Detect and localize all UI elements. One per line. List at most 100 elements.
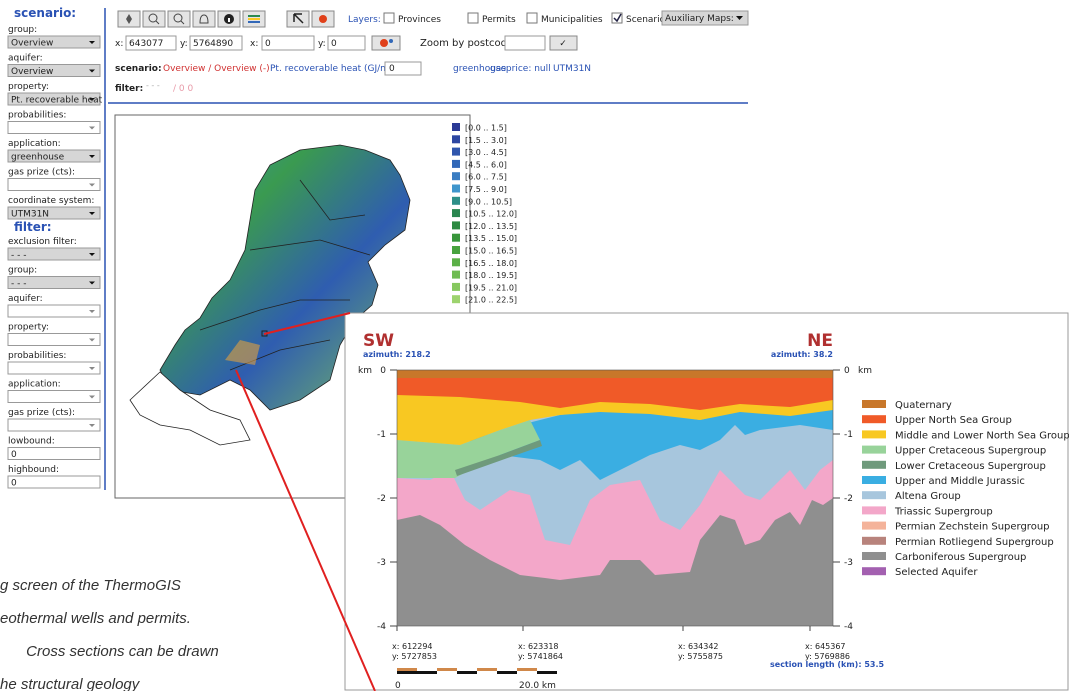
select-arrow [89, 212, 95, 215]
scale-bar-segment [497, 671, 517, 674]
select-arrow [89, 310, 95, 313]
select[interactable] [7, 178, 101, 191]
legend-label: [3.0 .. 4.5] [465, 148, 507, 157]
scenario-value-input[interactable] [384, 61, 422, 76]
tool-button[interactable] [286, 10, 310, 28]
checkbox[interactable] [467, 12, 479, 24]
checkbox[interactable] [526, 12, 538, 24]
legend-label: Lower Cretaceous Supergroup [895, 461, 1046, 472]
section-length: section length (km): 53.5 [770, 660, 884, 669]
select-value: - - - [11, 279, 26, 289]
tool-button[interactable] [167, 10, 191, 28]
legend-swatch [452, 135, 460, 144]
scenario-application: greenhouse [453, 64, 507, 74]
legend-swatch [452, 246, 460, 254]
input-value: 0 [11, 479, 17, 489]
select-arrow [89, 253, 95, 256]
depth-tick-label: -1 [844, 430, 853, 440]
legend-swatch [452, 147, 460, 156]
legend-label: [12.0 .. 13.5] [465, 222, 517, 231]
select-value: UTM31N [11, 210, 49, 220]
checkbox[interactable] [383, 12, 395, 24]
point-x: x: 623318 [518, 642, 559, 651]
legend-label: [21.0 .. 22.5] [465, 296, 517, 305]
select[interactable] [7, 64, 101, 77]
select[interactable] [7, 361, 101, 375]
layer-name: Permits [482, 15, 516, 25]
tool-button[interactable] [217, 10, 241, 28]
tool-button[interactable] [242, 10, 266, 28]
map [129, 144, 411, 446]
legend-label: Quaternary [895, 400, 952, 411]
select[interactable] [7, 206, 101, 220]
coord-input[interactable] [189, 35, 243, 51]
field-label: property: [8, 82, 49, 92]
scale-bar-segment [537, 671, 557, 674]
legend-label: [7.5 .. 9.0] [465, 185, 507, 194]
text-input[interactable] [7, 475, 101, 489]
tool-button[interactable] [192, 10, 216, 28]
select-arrow [89, 41, 95, 44]
legend-swatch [862, 400, 886, 408]
tool-button[interactable] [311, 10, 335, 28]
field-label: gas prize (cts): [8, 168, 75, 178]
check-mark [613, 13, 622, 23]
select[interactable] [7, 390, 101, 403]
coord-input[interactable] [261, 35, 315, 51]
scale-label: 0 [395, 681, 401, 691]
select[interactable] [7, 304, 101, 318]
depth-tick-label: -4 [377, 622, 386, 632]
legend-swatch [862, 521, 886, 530]
postcode-button[interactable] [549, 35, 578, 51]
legend-label: Permian Rotliegend Supergroup [895, 537, 1054, 548]
filter-value: - - - [146, 81, 160, 90]
field-label: group: [8, 266, 37, 276]
scale-bar-segment [517, 668, 537, 671]
select[interactable] [7, 418, 101, 432]
field-label: probabilities: [8, 351, 66, 361]
depth-tick-label: -4 [844, 622, 853, 632]
select[interactable] [7, 92, 101, 106]
section-left-label: SW [363, 331, 394, 351]
select[interactable] [7, 276, 101, 289]
legend-label: Upper and Middle Jurassic [895, 476, 1025, 487]
legend-label: [18.0 .. 19.5] [465, 271, 517, 280]
field-label: aquifer: [8, 54, 43, 64]
scenario-label: scenario: [115, 64, 162, 74]
layer-name: Scenario [626, 15, 666, 25]
legend-swatch [862, 491, 886, 500]
postcode-input[interactable] [504, 35, 546, 51]
coord-label: x: [250, 39, 258, 49]
legend-label: [19.5 .. 21.0] [465, 283, 517, 292]
caption-line: Cross sections can be drawn [22, 643, 219, 660]
legend-label: Carboniferous Supergroup [895, 552, 1026, 563]
point-y: y: 5769886 [805, 652, 850, 661]
text-input[interactable] [7, 447, 101, 460]
select[interactable] [7, 333, 101, 346]
field-label: application: [8, 139, 61, 149]
coord-input[interactable] [125, 35, 177, 51]
legend-swatch [452, 282, 460, 291]
select-value: Pt. recoverable heat [11, 96, 103, 106]
select[interactable] [7, 35, 101, 49]
legend-swatch [452, 258, 460, 267]
coord-value: 0 [265, 39, 271, 49]
legend-label: [16.5 .. 18.0] [465, 259, 517, 268]
point-y: y: 5727853 [392, 652, 437, 661]
legend-label: Upper Cretaceous Supergroup [895, 446, 1046, 457]
tool-button[interactable] [142, 10, 166, 28]
tool-button[interactable] [117, 10, 141, 28]
auxiliary-select[interactable] [661, 10, 749, 26]
select[interactable] [7, 149, 101, 163]
coord-input[interactable] [327, 35, 366, 51]
draw-button[interactable] [371, 35, 401, 51]
legend-label: Upper North Sea Group [895, 415, 1012, 426]
legend-swatch [452, 270, 460, 279]
select[interactable] [7, 121, 101, 134]
coord-label: x: [115, 39, 123, 49]
scale-bar-segment [397, 668, 417, 671]
select[interactable] [7, 247, 101, 261]
filter-bounds: / 0 0 [173, 84, 193, 94]
checkbox[interactable] [611, 12, 623, 24]
